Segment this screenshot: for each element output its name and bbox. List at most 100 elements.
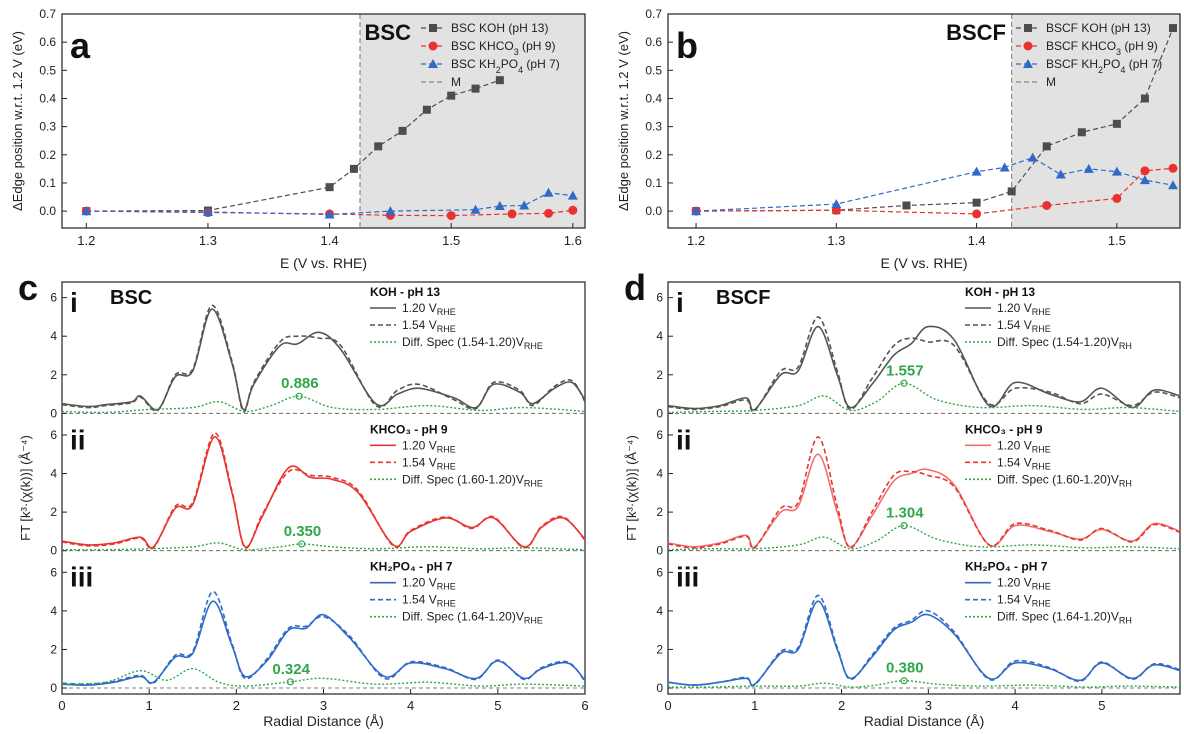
x-tick-label: 5: [1098, 698, 1105, 713]
legend-marker: [1024, 24, 1032, 32]
y-tick-label: 0.0: [39, 204, 56, 218]
x-tick-label: 1: [751, 698, 758, 713]
y-tick-label: 0: [656, 681, 663, 695]
legend-label: 1.54 VRHE: [402, 593, 456, 609]
data-point: [494, 201, 505, 211]
legend-label: BSC KOH (pH 13): [451, 21, 548, 35]
series-line-bscf-koh-ph-13: [696, 27, 1174, 212]
x-tick-label: 1.3: [199, 233, 217, 248]
y-tick-label: 0.4: [645, 91, 662, 105]
y-tick-label: 6: [656, 428, 663, 442]
x-tick-label: 5: [494, 698, 501, 713]
annotation-value: 0.324: [272, 661, 310, 678]
series-curve-solid: [61, 308, 586, 411]
data-point: [202, 206, 213, 216]
panel-tag: BSC: [365, 20, 412, 45]
y-tick-label: 0: [50, 406, 57, 420]
annotation-marker: [295, 392, 303, 400]
x-axis-label: Radial Distance (Å): [864, 713, 985, 729]
y-tick-label: 2: [50, 368, 57, 382]
x-tick-label: 1.2: [77, 233, 95, 248]
data-point: [1112, 193, 1122, 203]
subpanel-header: KHCO₃ - pH 9: [965, 422, 1043, 436]
legend-label: 1.54 VRHE: [402, 318, 456, 334]
y-tick-label: 0.1: [645, 176, 662, 190]
data-point: [1007, 187, 1016, 196]
data-point: [831, 199, 842, 209]
plot-frame: [667, 13, 1181, 229]
data-point: [1042, 142, 1051, 151]
legend-label: Diff. Spec (1.60-1.20)VRH: [997, 472, 1132, 488]
x-tick-label: 2: [838, 698, 845, 713]
data-point: [1168, 163, 1178, 173]
y-tick-label: 0.3: [645, 120, 662, 134]
data-point: [544, 208, 554, 218]
data-point: [1077, 128, 1086, 137]
data-point: [81, 206, 92, 216]
y-axis-label: FT [k³·(χ(k))] (Å⁻⁴): [624, 435, 639, 541]
series-curve-dashed: [667, 594, 1181, 687]
panel-a: 0.0 0.1 0.2 0.3 0.4 0.5 0.6 0.7 1.2 1.3 1.4 1.5 1.6 E…: [10, 7, 586, 271]
x-tick-label: 0: [664, 698, 671, 713]
legend-label: BSCF KOH (pH 13): [1046, 21, 1151, 35]
y-tick-label: 0.7: [39, 7, 56, 21]
data-point: [1167, 180, 1178, 190]
panel-letter: b: [676, 25, 698, 66]
legend-marker: [429, 24, 437, 32]
x-tick-label: 2: [233, 698, 240, 713]
data-point: [324, 209, 335, 219]
y-tick-label: 0.6: [645, 35, 662, 49]
panel-letter: c: [18, 267, 38, 308]
panel-b: 0.0 0.1 0.2 0.3 0.4 0.5 0.6 0.7 1.2 1.3 1.4 1.5 E (V…: [616, 7, 1181, 271]
subpanel-header: KOH - pH 13: [370, 285, 440, 299]
y-tick-label: 0: [50, 544, 57, 558]
legend-label: BSC KH2PO4 (pH 7): [451, 57, 560, 75]
series-curve-dotted: [61, 395, 586, 414]
annotation-value: 1.557: [886, 362, 924, 379]
y-tick-label: 0.1: [39, 176, 56, 190]
x-tick-label: 1.2: [687, 233, 705, 248]
data-point: [1055, 169, 1066, 179]
legend-marker: [1023, 41, 1033, 51]
y-tick-label: 0: [50, 681, 57, 695]
subpanel-header: KH₂PO₄ - pH 7: [965, 560, 1048, 574]
y-tick-label: 0.4: [39, 91, 56, 105]
panel-letter: a: [70, 25, 91, 66]
subpanel-numeral: ii: [70, 424, 86, 455]
y-tick-label: 2: [656, 642, 663, 656]
legend-label: BSC KHCO3 (pH 9): [451, 39, 555, 57]
data-point: [999, 162, 1010, 172]
data-point: [519, 200, 530, 210]
y-axis-label: ΔEdge position w.r.t. 1.2 V (eV): [10, 31, 25, 211]
y-tick-label: 0: [656, 406, 663, 420]
y-tick-label: 6: [656, 565, 663, 579]
data-point: [972, 209, 982, 219]
series-curve-dotted: [61, 668, 586, 687]
series-line-bscf-kh2po4-ph-7: [696, 156, 1174, 212]
series-curve-dashed: [667, 436, 1181, 550]
data-point: [374, 142, 383, 151]
legend-label: 1.20 VRHE: [402, 301, 456, 317]
data-point: [1139, 175, 1150, 185]
data-point: [1027, 152, 1038, 162]
y-tick-label: 4: [50, 467, 57, 481]
annotation-value: 1.304: [886, 505, 924, 522]
x-tick-label: 1.3: [827, 233, 845, 248]
y-tick-label: 0.5: [39, 63, 56, 77]
legend-label: Diff. Spec (1.64-1.20)VRHE: [402, 610, 543, 626]
plot-frame: [667, 281, 1181, 695]
y-tick-label: 4: [656, 329, 663, 343]
x-tick-label: 6: [581, 698, 588, 713]
y-tick-label: 4: [50, 329, 57, 343]
legend-label: 1.54 VRHE: [997, 455, 1051, 471]
annotation-value: 0.380: [886, 660, 924, 677]
data-point: [447, 91, 456, 100]
legend-label: Diff. Spec (1.54-1.20)VRH: [997, 335, 1132, 351]
data-point: [1042, 200, 1052, 210]
y-tick-label: 6: [656, 291, 663, 305]
